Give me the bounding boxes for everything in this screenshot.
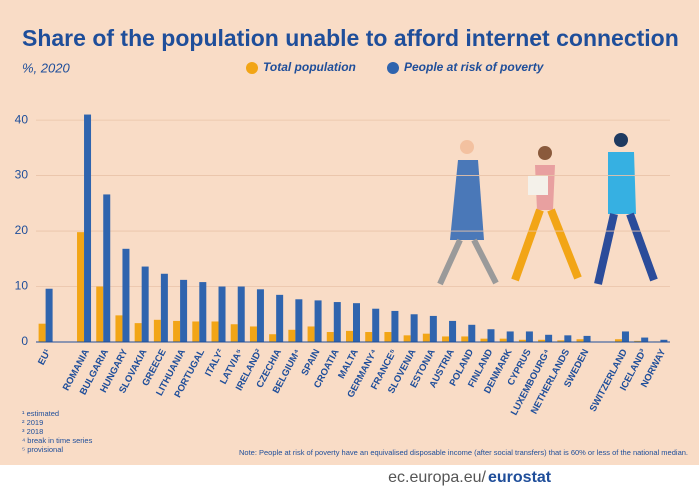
bar — [269, 334, 277, 342]
bar — [237, 286, 245, 342]
bar — [660, 339, 668, 342]
footnote: ⁵ provisional — [22, 445, 63, 454]
bar — [307, 326, 315, 342]
bar — [487, 329, 495, 342]
legend-marker — [387, 62, 399, 74]
bar — [326, 332, 334, 342]
bar — [160, 273, 168, 342]
bar — [134, 323, 142, 342]
bar — [346, 330, 353, 342]
bar — [634, 340, 642, 342]
footnote: ³ 2018 — [22, 427, 43, 436]
bar — [173, 320, 181, 342]
bar — [429, 315, 437, 342]
bar — [403, 335, 411, 342]
brand: eurostat — [488, 469, 552, 486]
chart-title: Share of the population unable to afford… — [22, 25, 679, 51]
y-tick-label: 30 — [15, 168, 29, 182]
bar — [288, 329, 296, 342]
bar — [545, 334, 553, 342]
bar — [499, 338, 507, 342]
bar — [614, 339, 622, 342]
legend-label: Total population — [263, 60, 356, 74]
bar — [115, 315, 123, 342]
bar — [96, 286, 104, 342]
legend-label: People at risk of poverty — [404, 60, 545, 74]
bar — [256, 289, 264, 342]
bar — [84, 114, 92, 342]
bar — [461, 336, 469, 342]
bar — [122, 248, 130, 342]
legend-marker — [246, 62, 258, 74]
bar — [180, 279, 188, 342]
bar — [576, 339, 584, 342]
bar — [391, 310, 399, 342]
bar — [353, 303, 360, 342]
bar — [103, 194, 111, 342]
bar — [218, 286, 226, 342]
bar — [621, 331, 629, 342]
bar — [372, 308, 380, 342]
bar — [557, 340, 565, 342]
bar — [38, 323, 46, 342]
bar — [449, 320, 457, 342]
bar — [141, 266, 149, 342]
bar — [442, 336, 450, 342]
bar — [518, 339, 526, 342]
bar — [538, 339, 546, 342]
y-tick-label: 40 — [15, 112, 29, 126]
background — [0, 0, 699, 465]
bar — [211, 321, 219, 342]
footnote: ⁴ break in time series — [22, 436, 93, 445]
bar — [153, 319, 161, 342]
bar — [410, 314, 418, 342]
bar — [230, 324, 238, 342]
bar — [77, 232, 85, 342]
footnote: ¹ estimated — [22, 409, 59, 418]
bar — [506, 331, 514, 342]
illustration — [437, 133, 658, 286]
bar — [641, 337, 649, 342]
note: Note: People at risk of poverty have an … — [239, 448, 688, 457]
bar — [583, 335, 591, 342]
bar — [564, 335, 572, 342]
y-tick-label: 0 — [21, 334, 28, 348]
source: ec.europa.eu/ — [388, 469, 486, 486]
footnote: ² 2019 — [22, 418, 43, 427]
bar — [314, 300, 322, 342]
y-tick-label: 10 — [15, 279, 29, 293]
bar — [422, 333, 430, 342]
bar — [384, 332, 392, 342]
bar — [525, 331, 533, 342]
bar — [480, 338, 488, 342]
bar — [333, 302, 341, 342]
bar — [295, 299, 303, 342]
bar — [199, 282, 207, 342]
footer-band — [0, 465, 699, 493]
chart-subtitle: %, 2020 — [22, 60, 70, 75]
bar — [45, 288, 53, 342]
bar — [365, 332, 373, 342]
bar — [276, 294, 284, 342]
y-tick-label: 20 — [15, 223, 29, 237]
bar — [468, 324, 476, 342]
bar — [192, 321, 200, 342]
bar — [249, 326, 257, 342]
